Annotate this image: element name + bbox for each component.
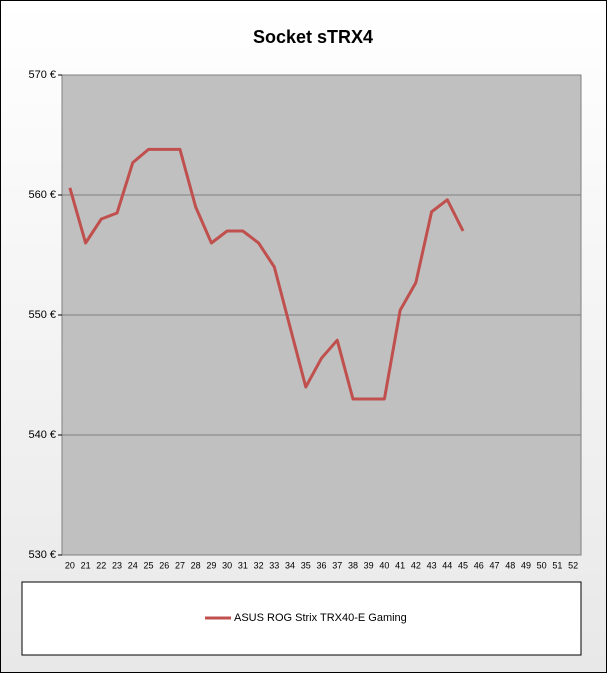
chart-title: Socket sTRX4: [253, 27, 373, 47]
x-tick-label: 28: [191, 560, 201, 570]
x-tick-label: 42: [411, 560, 421, 570]
x-tick-label: 39: [364, 560, 374, 570]
legend-label: ASUS ROG Strix TRX40-E Gaming: [234, 612, 407, 624]
x-tick-label: 34: [285, 560, 295, 570]
x-tick-label: 24: [128, 560, 138, 570]
x-tick-label: 45: [458, 560, 468, 570]
x-tick-label: 33: [269, 560, 279, 570]
x-tick-label: 27: [175, 560, 185, 570]
y-tick-label: 560 €: [28, 189, 56, 201]
x-tick-label: 35: [301, 560, 311, 570]
x-tick-label: 37: [332, 560, 342, 570]
x-tick-label: 46: [474, 560, 484, 570]
legend-box: [21, 581, 582, 656]
x-tick-label: 31: [238, 560, 248, 570]
x-tick-label: 52: [568, 560, 578, 570]
x-tick-label: 29: [206, 560, 216, 570]
x-tick-label: 21: [81, 560, 91, 570]
x-tick-label: 47: [489, 560, 499, 570]
x-tick-label: 43: [427, 560, 437, 570]
y-tick-label: 570 €: [28, 69, 56, 81]
y-tick-label: 530 €: [28, 549, 56, 561]
x-tick-label: 20: [65, 560, 75, 570]
series-line: [68, 147, 465, 401]
x-tick-label: 26: [159, 560, 169, 570]
y-tick-label: 550 €: [28, 309, 56, 321]
x-tick-label: 41: [395, 560, 405, 570]
x-tick-label: 40: [379, 560, 389, 570]
x-tick-label: 30: [222, 560, 232, 570]
x-tick-label: 23: [112, 560, 122, 570]
x-tick-label: 49: [521, 560, 531, 570]
x-tick-label: 36: [316, 560, 326, 570]
x-tick-label: 44: [442, 560, 452, 570]
x-tick-label: 22: [96, 560, 106, 570]
y-tick-label: 540 €: [28, 429, 56, 441]
x-tick-label: 48: [505, 560, 515, 570]
x-tick-label: 38: [348, 560, 358, 570]
x-tick-label: 50: [537, 560, 547, 570]
x-tick-label: 51: [552, 560, 562, 570]
x-tick-label: 32: [254, 560, 264, 570]
x-tick-label: 25: [143, 560, 153, 570]
